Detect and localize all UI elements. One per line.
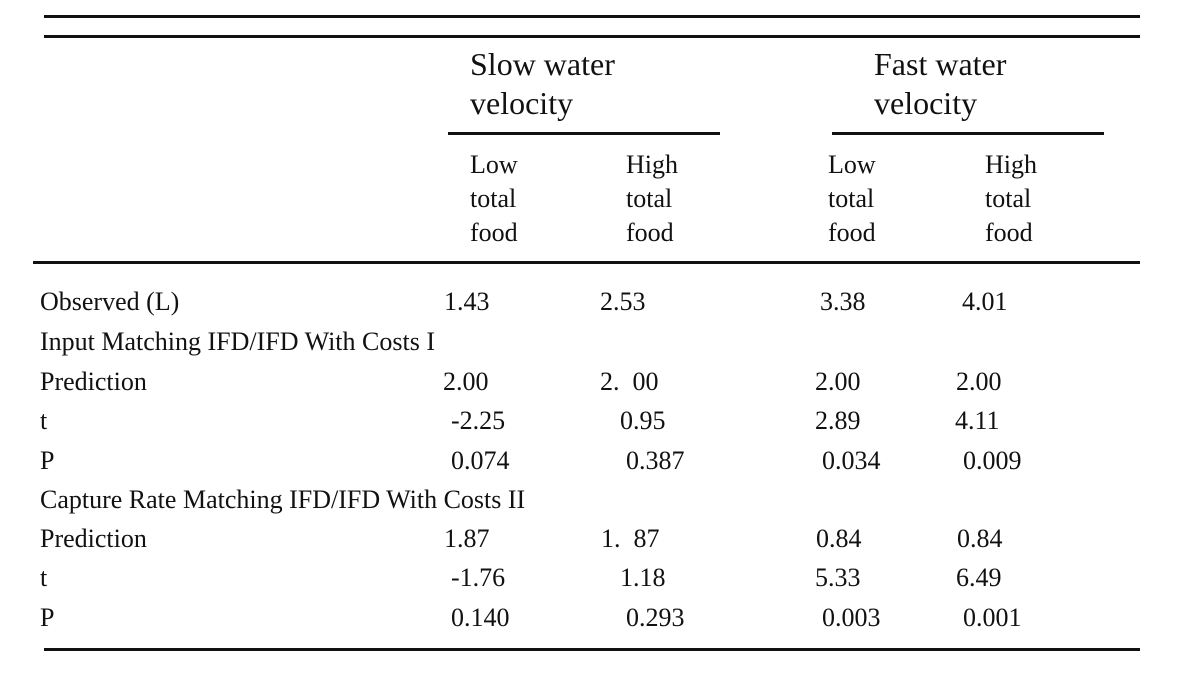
row-label: t xyxy=(40,563,48,592)
cell-value: 1.43 xyxy=(444,287,490,316)
cell-value: 2.89 xyxy=(815,406,861,435)
cell-value: -1.76 xyxy=(451,563,506,592)
cell-value: 2.00 xyxy=(956,367,1002,396)
group-rule-slow xyxy=(448,132,720,135)
cell-value: 0.95 xyxy=(620,406,666,435)
cell-value: 0.84 xyxy=(957,524,1003,553)
section-label: Input Matching IFD/IFD With Costs I xyxy=(40,327,435,356)
row-label: t xyxy=(40,406,48,435)
cell-value: 0.140 xyxy=(451,603,510,632)
cell-value: 2. 00 xyxy=(600,367,659,396)
cell-value: 4.01 xyxy=(962,287,1008,316)
cell-value: 6.49 xyxy=(956,563,1002,592)
cell-value: -2.25 xyxy=(451,406,506,435)
cell-value: 0.009 xyxy=(963,446,1022,475)
cell-value: 2.00 xyxy=(443,367,489,396)
subheader-fast-high: High total food xyxy=(985,150,1037,247)
cell-value: 0.003 xyxy=(822,603,881,632)
row-label: Prediction xyxy=(40,524,147,553)
cell-value: 3.38 xyxy=(820,287,866,316)
cell-value: 5.33 xyxy=(815,563,861,592)
group-header-slow: Slow water velocity xyxy=(470,46,615,121)
cell-value: 1.18 xyxy=(620,563,666,592)
cell-value: 0.293 xyxy=(626,603,685,632)
row-label: Prediction xyxy=(40,367,147,396)
header-rule xyxy=(33,261,1140,264)
cell-value: 0.001 xyxy=(963,603,1022,632)
cell-value: 0.074 xyxy=(451,446,510,475)
cell-value: 0.034 xyxy=(822,446,881,475)
subheader-slow-low: Low total food xyxy=(470,150,518,247)
row-label: Observed (L) xyxy=(40,287,180,316)
cell-value: 0.84 xyxy=(816,524,862,553)
group-header-fast: Fast water velocity xyxy=(874,46,1007,121)
cell-value: 1. 87 xyxy=(601,524,660,553)
row-label: P xyxy=(40,446,55,475)
group-rule-fast xyxy=(832,132,1104,135)
subheader-fast-low: Low total food xyxy=(828,150,876,247)
section-label: Capture Rate Matching IFD/IFD With Costs… xyxy=(40,485,526,514)
cell-value: 2.53 xyxy=(600,287,646,316)
cell-value: 2.00 xyxy=(815,367,861,396)
subheader-slow-high: High total food xyxy=(626,150,678,247)
row-label: P xyxy=(40,603,55,632)
cell-value: 1.87 xyxy=(444,524,490,553)
top-rule-2 xyxy=(44,35,1140,38)
cell-value: 0.387 xyxy=(626,446,685,475)
bottom-rule xyxy=(44,648,1140,651)
top-rule-1 xyxy=(44,15,1140,18)
cell-value: 4.11 xyxy=(955,406,1000,435)
